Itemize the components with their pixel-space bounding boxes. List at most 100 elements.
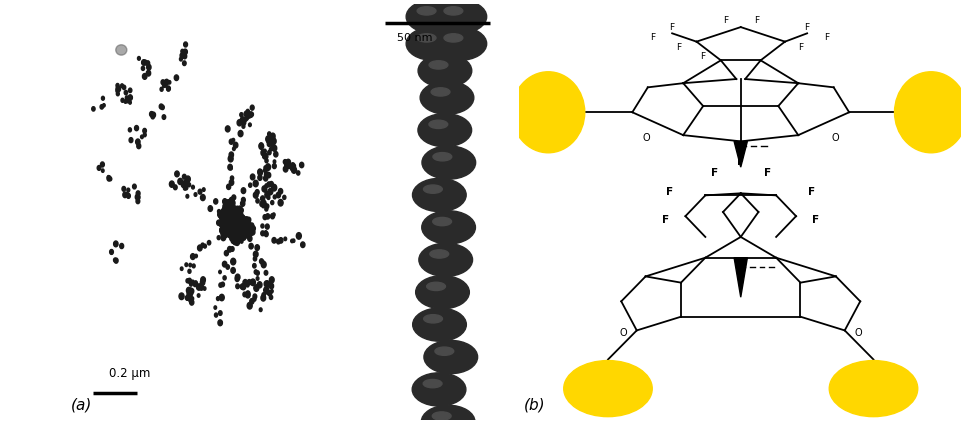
Circle shape bbox=[236, 219, 240, 225]
Circle shape bbox=[226, 219, 231, 224]
Circle shape bbox=[241, 223, 245, 228]
Circle shape bbox=[236, 229, 239, 232]
Circle shape bbox=[239, 223, 244, 229]
Circle shape bbox=[234, 222, 236, 225]
Circle shape bbox=[236, 223, 240, 227]
Circle shape bbox=[203, 287, 206, 290]
Circle shape bbox=[238, 235, 242, 241]
Circle shape bbox=[234, 211, 238, 216]
Circle shape bbox=[234, 225, 239, 231]
Circle shape bbox=[237, 228, 240, 232]
Circle shape bbox=[233, 221, 235, 225]
Circle shape bbox=[234, 229, 237, 232]
Circle shape bbox=[227, 222, 231, 227]
Circle shape bbox=[224, 212, 228, 217]
Circle shape bbox=[233, 227, 236, 233]
Circle shape bbox=[230, 221, 234, 227]
Circle shape bbox=[237, 229, 241, 234]
Circle shape bbox=[237, 226, 240, 231]
Circle shape bbox=[273, 160, 276, 163]
Circle shape bbox=[232, 230, 235, 236]
Circle shape bbox=[232, 215, 236, 221]
Circle shape bbox=[234, 224, 238, 229]
Circle shape bbox=[231, 215, 233, 218]
Circle shape bbox=[231, 231, 234, 236]
Circle shape bbox=[238, 227, 243, 232]
Circle shape bbox=[241, 228, 246, 234]
Circle shape bbox=[234, 218, 237, 224]
Circle shape bbox=[241, 227, 244, 231]
Circle shape bbox=[243, 223, 246, 226]
Circle shape bbox=[236, 232, 240, 237]
Circle shape bbox=[236, 234, 239, 238]
Circle shape bbox=[229, 180, 234, 185]
Circle shape bbox=[247, 302, 252, 309]
Circle shape bbox=[235, 229, 239, 233]
Circle shape bbox=[232, 226, 235, 232]
Circle shape bbox=[224, 215, 227, 219]
Circle shape bbox=[221, 212, 225, 218]
Circle shape bbox=[222, 223, 226, 227]
Circle shape bbox=[231, 220, 235, 225]
Circle shape bbox=[239, 232, 242, 235]
Circle shape bbox=[129, 138, 133, 142]
Circle shape bbox=[228, 218, 232, 223]
Circle shape bbox=[229, 219, 234, 225]
Circle shape bbox=[237, 236, 240, 240]
Circle shape bbox=[241, 222, 245, 226]
Circle shape bbox=[242, 230, 245, 235]
Circle shape bbox=[232, 221, 235, 226]
Circle shape bbox=[233, 215, 235, 218]
Circle shape bbox=[264, 232, 268, 237]
Circle shape bbox=[222, 211, 226, 216]
Circle shape bbox=[233, 222, 237, 228]
Circle shape bbox=[236, 225, 241, 231]
Circle shape bbox=[229, 224, 234, 231]
Circle shape bbox=[234, 213, 236, 218]
Circle shape bbox=[196, 284, 201, 290]
Circle shape bbox=[238, 230, 242, 235]
Circle shape bbox=[221, 226, 226, 233]
Circle shape bbox=[236, 232, 240, 237]
Circle shape bbox=[225, 223, 229, 228]
Circle shape bbox=[242, 226, 246, 230]
Circle shape bbox=[226, 216, 230, 222]
Circle shape bbox=[266, 290, 269, 294]
Circle shape bbox=[236, 226, 239, 231]
Circle shape bbox=[239, 232, 243, 237]
Circle shape bbox=[227, 214, 231, 218]
Circle shape bbox=[244, 223, 248, 228]
Circle shape bbox=[227, 226, 231, 232]
Circle shape bbox=[230, 218, 233, 222]
Circle shape bbox=[238, 222, 242, 229]
Circle shape bbox=[238, 221, 242, 226]
Circle shape bbox=[227, 213, 231, 218]
Circle shape bbox=[238, 224, 242, 230]
Circle shape bbox=[229, 220, 232, 224]
Circle shape bbox=[233, 223, 235, 227]
Circle shape bbox=[227, 214, 231, 218]
Circle shape bbox=[214, 313, 217, 317]
Circle shape bbox=[239, 231, 243, 235]
Circle shape bbox=[246, 226, 249, 230]
Circle shape bbox=[241, 224, 246, 229]
Circle shape bbox=[239, 229, 243, 235]
Circle shape bbox=[261, 186, 266, 192]
Circle shape bbox=[235, 227, 239, 232]
Circle shape bbox=[232, 225, 234, 229]
Circle shape bbox=[226, 213, 230, 218]
Circle shape bbox=[232, 224, 235, 229]
Circle shape bbox=[229, 201, 232, 205]
Circle shape bbox=[232, 215, 235, 220]
Circle shape bbox=[272, 237, 276, 243]
Circle shape bbox=[231, 223, 234, 228]
Circle shape bbox=[166, 86, 170, 91]
Circle shape bbox=[242, 231, 245, 235]
Circle shape bbox=[227, 223, 229, 226]
Circle shape bbox=[229, 222, 234, 228]
Circle shape bbox=[238, 225, 243, 231]
Circle shape bbox=[235, 223, 238, 227]
Circle shape bbox=[125, 96, 128, 100]
Circle shape bbox=[230, 215, 232, 219]
Circle shape bbox=[221, 282, 224, 287]
